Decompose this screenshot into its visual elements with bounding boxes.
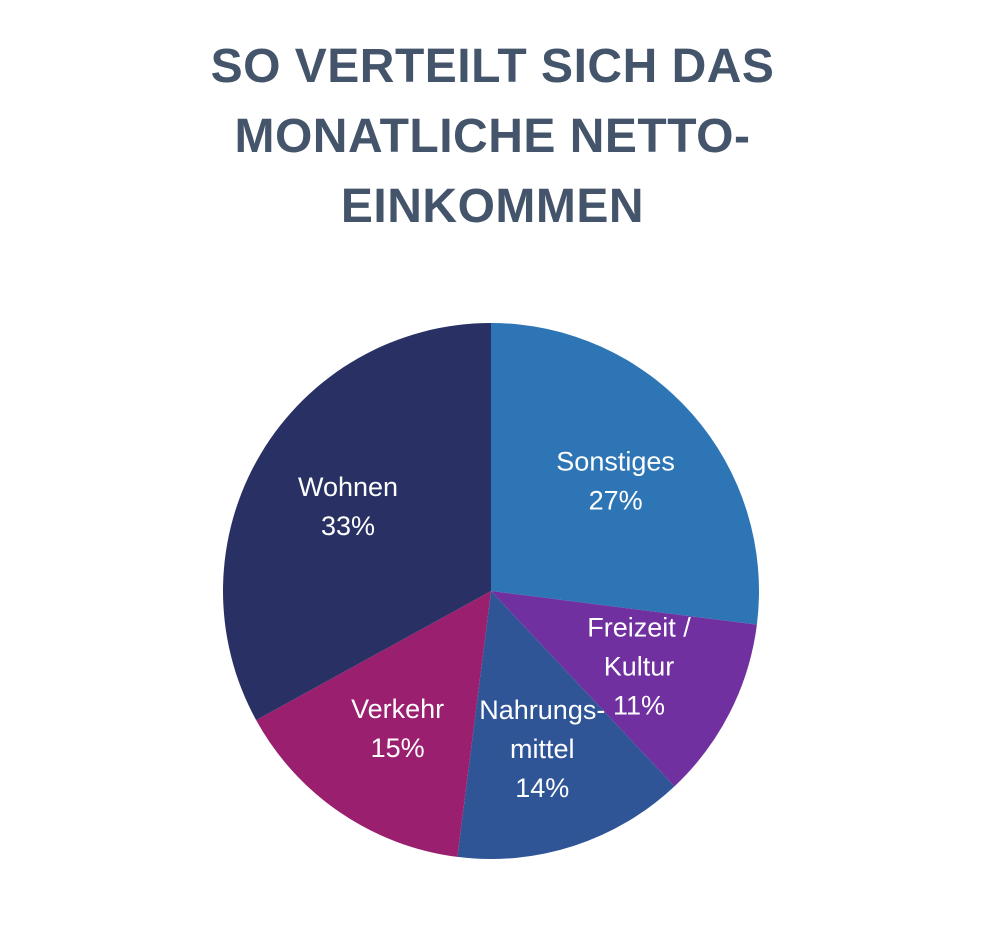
slice-category-label: Sonstiges: [556, 447, 675, 477]
pie-slice-wohnen: [223, 322, 491, 721]
slice-category-label: Verkehr: [351, 694, 444, 724]
slice-category-label: Freizeit /: [587, 612, 691, 642]
pie-slice-freizeit-kultur: [491, 591, 757, 787]
slice-label-freizeit-kultur: Freizeit / Kultur 11%: [587, 612, 691, 720]
slice-value-label: 11%: [613, 690, 665, 720]
slice-value-label: 27%: [589, 486, 643, 516]
chart-title-line-3: EINKOMMEN: [340, 180, 645, 233]
slice-category-label: mittel: [510, 734, 575, 764]
slice-label-verkehr: Verkehr 15%: [351, 694, 444, 763]
slice-label-sonstiges: Sonstiges 27%: [556, 447, 675, 516]
slice-value-label: 15%: [371, 733, 425, 763]
slice-value-label: 14%: [515, 773, 569, 803]
slice-value-label: 33%: [321, 511, 375, 541]
pie-slices: [223, 322, 760, 860]
pie-slice-sonstiges: [491, 323, 760, 625]
chart-title: SO VERTEILT SICH DAS MONATLICHE NETTO- E…: [0, 32, 985, 242]
slice-category-label: Nahrungs-: [479, 695, 605, 725]
slice-label-nahrungsmittel: Nahrungs-mittel 14%: [479, 695, 605, 803]
slice-label-wohnen: Wohnen 33%: [298, 472, 398, 541]
pie-slice-verkehr: [256, 591, 491, 857]
slice-category-label: Wohnen: [298, 472, 398, 502]
chart-title-line-2: MONATLICHE NETTO-: [234, 110, 751, 163]
pie-slice-nahrungsmittel: [457, 591, 675, 860]
chart-title-line-1: SO VERTEILT SICH DAS: [210, 40, 775, 93]
pie-labels: Sonstiges 27% Freizeit / Kultur 11% Nahrungs-…: [298, 447, 691, 803]
slice-category-label: Kultur: [604, 651, 675, 681]
